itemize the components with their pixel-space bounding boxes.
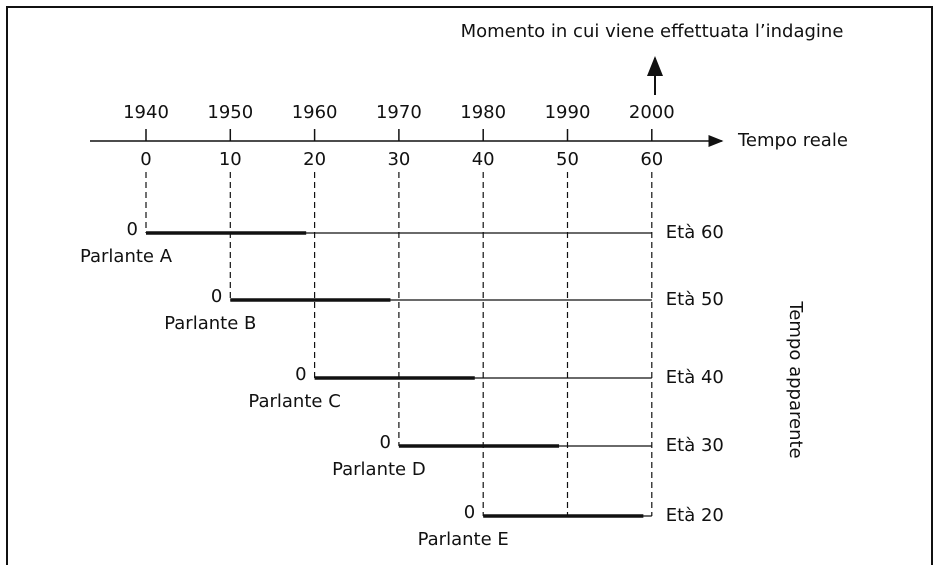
offset-label: 40 <box>472 149 495 170</box>
age-label: Età 30 <box>666 435 724 456</box>
speaker-name: Parlante C <box>248 391 340 412</box>
age-label: Età 50 <box>666 289 724 310</box>
side-label: Tempo apparente <box>785 300 806 458</box>
offset-label: 20 <box>303 149 326 170</box>
start-label: 0 <box>379 432 390 453</box>
offset-label: 0 <box>140 149 151 170</box>
start-label: 0 <box>295 364 306 385</box>
annotation: Momento in cui viene effettuata l’indagi… <box>461 21 844 42</box>
offset-label: 10 <box>219 149 242 170</box>
offset-label: 60 <box>640 149 663 170</box>
year-label: 1950 <box>207 102 253 123</box>
speaker-name: Parlante E <box>418 529 509 550</box>
age-label: Età 20 <box>666 505 724 526</box>
start-label: 0 <box>464 502 475 523</box>
offset-label: 30 <box>387 149 410 170</box>
year-label: 1940 <box>123 102 169 123</box>
speaker-name: Parlante B <box>164 313 256 334</box>
axis-label: Tempo reale <box>737 130 848 151</box>
year-label: 1970 <box>376 102 422 123</box>
age-label: Età 40 <box>666 367 724 388</box>
speaker-name: Parlante A <box>80 246 173 267</box>
year-label: 2000 <box>629 102 675 123</box>
year-label: 1980 <box>460 102 506 123</box>
offset-label: 50 <box>556 149 579 170</box>
start-label: 0 <box>127 219 138 240</box>
speaker-name: Parlante D <box>332 459 426 480</box>
start-label: 0 <box>211 286 222 307</box>
frame <box>6 6 933 565</box>
year-label: 1960 <box>292 102 338 123</box>
age-label: Età 60 <box>666 222 724 243</box>
year-label: 1990 <box>545 102 591 123</box>
